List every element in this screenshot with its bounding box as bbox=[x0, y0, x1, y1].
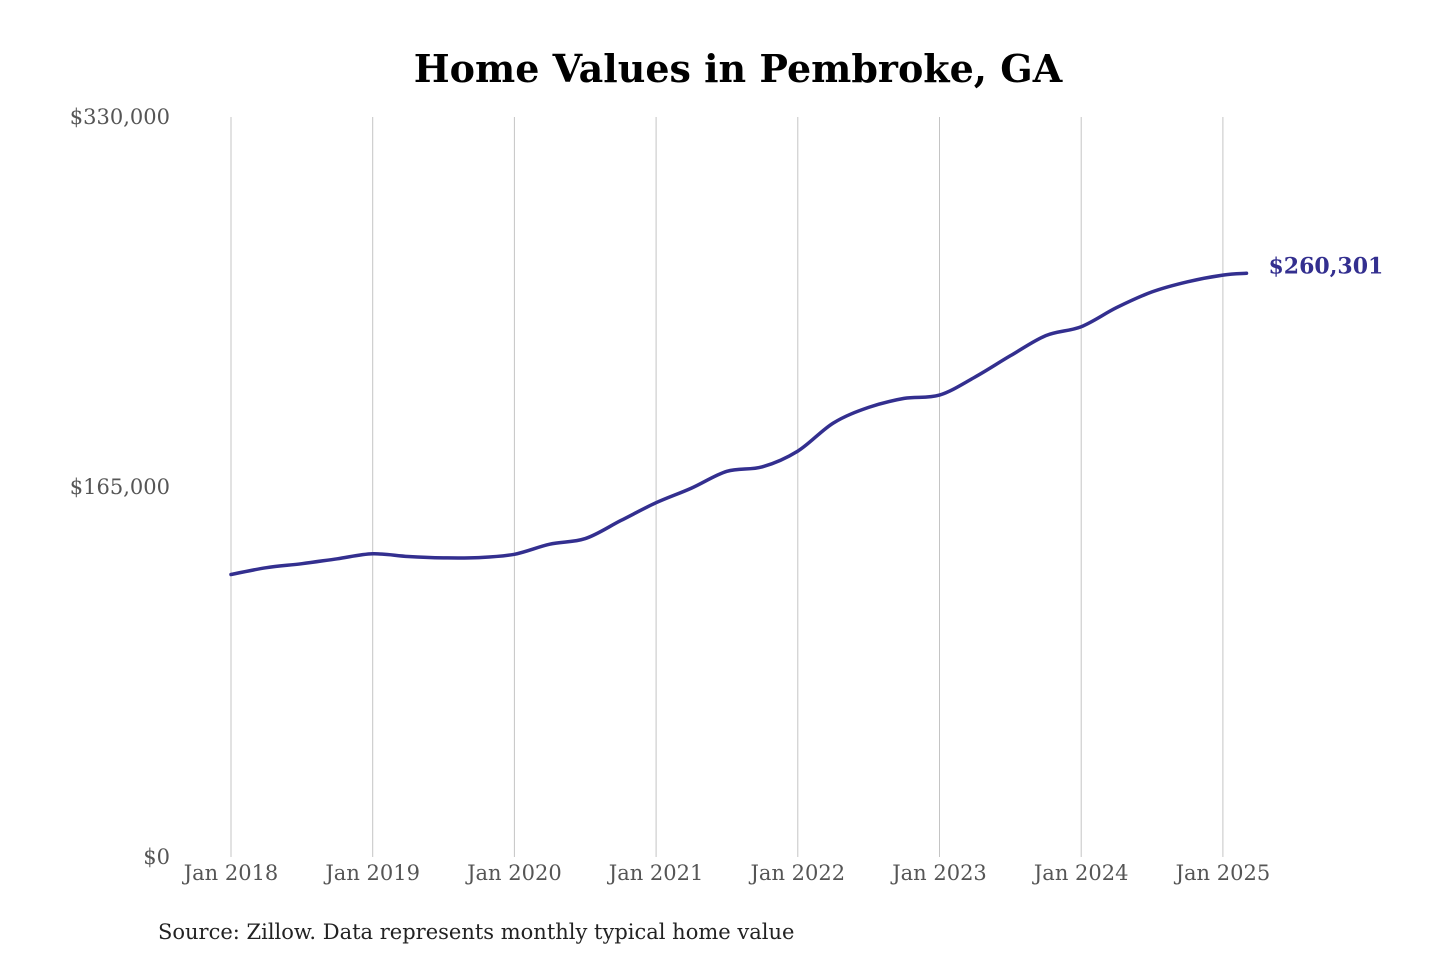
chart-title: Home Values in Pembroke, GA bbox=[414, 46, 1063, 91]
y-tick-label-0: $0 bbox=[143, 845, 170, 869]
x-tick-label-5: Jan 2023 bbox=[890, 861, 987, 885]
y-tick-label-2: $330,000 bbox=[70, 105, 170, 129]
series-layer bbox=[229, 271, 1249, 577]
x-tick-label-7: Jan 2025 bbox=[1174, 861, 1271, 885]
series-line-0 bbox=[229, 271, 1249, 577]
end-value-label: $260,301 bbox=[1269, 253, 1384, 279]
x-tick-label-3: Jan 2021 bbox=[607, 861, 704, 885]
x-tick-label-2: Jan 2020 bbox=[465, 861, 562, 885]
x-tick-label-1: Jan 2019 bbox=[323, 861, 420, 885]
y-axis-ticks: $0 $165,000 $330,000 bbox=[70, 105, 170, 869]
x-axis-ticks: Jan 2018 Jan 2019 Jan 2020 Jan 2021 Jan 2022… bbox=[182, 861, 1270, 885]
x-tick-label-6: Jan 2024 bbox=[1032, 861, 1129, 885]
x-tick-label-4: Jan 2022 bbox=[749, 861, 846, 885]
gridlines bbox=[230, 117, 1224, 857]
x-tick-label-0: Jan 2018 bbox=[182, 861, 279, 885]
y-tick-label-1: $165,000 bbox=[70, 475, 170, 499]
source-note: Source: Zillow. Data represents monthly … bbox=[158, 920, 794, 944]
